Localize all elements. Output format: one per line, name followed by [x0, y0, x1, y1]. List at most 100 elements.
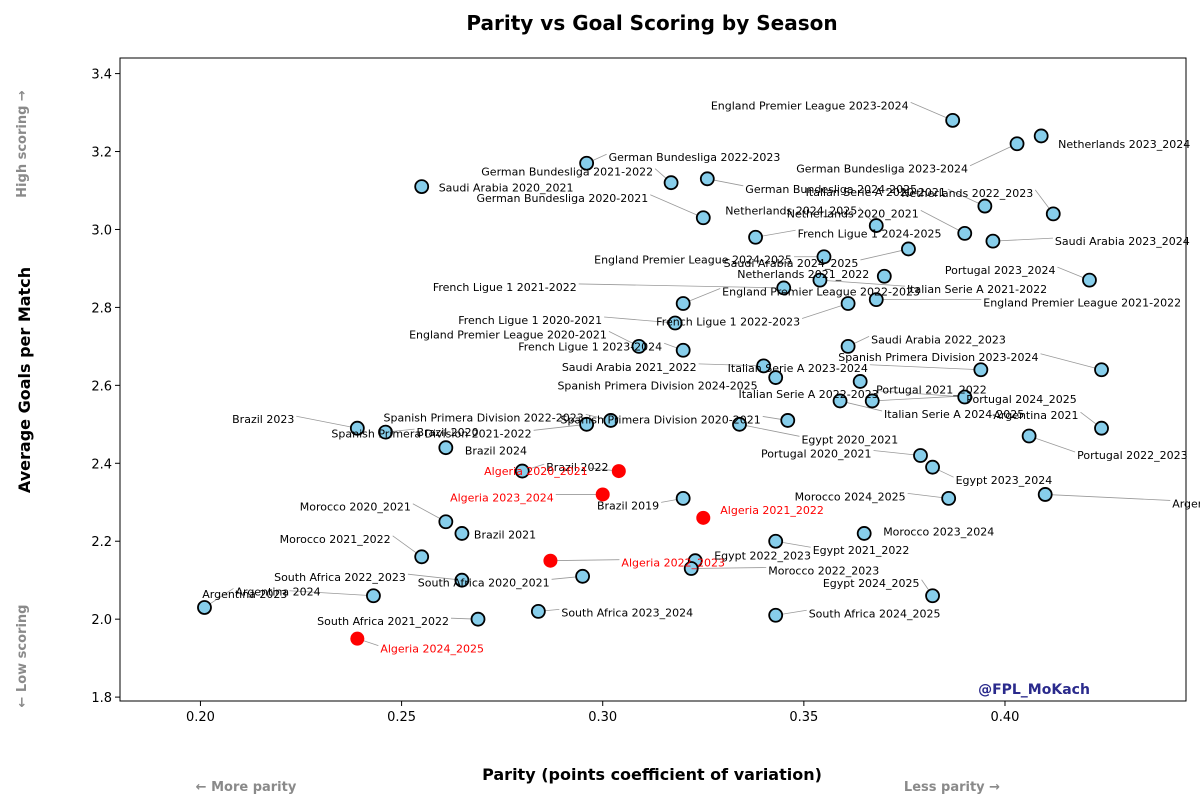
label-argentina-2024: Argentina 2024	[235, 585, 320, 598]
point-german-bundesliga-2021-2022	[663, 175, 679, 191]
x-tick-label: 0.20	[186, 710, 215, 725]
label-saudi-arabia-2024-2025: Saudi Arabia 2024_2025	[724, 257, 859, 270]
label-england-premier-league-2021-2022: England Premier League 2021-2022	[983, 297, 1181, 310]
label-saudi-arabia-2021-2022: Saudi Arabia 2021_2022	[562, 361, 697, 374]
label-german-bundesliga-2020-2021: German Bundesliga 2020-2021	[476, 192, 648, 205]
point-england-premier-league-2022-2023	[675, 296, 691, 311]
y-axis-title: Average Goals per Match	[15, 267, 34, 493]
x-tick-label: 0.25	[387, 710, 416, 725]
label-spanish-primera-division-2022-2023: Spanish Primera Division 2022-2023	[384, 411, 584, 424]
point-portugal-2024-2025	[864, 393, 880, 409]
point-algeria-2023-2024	[595, 487, 610, 502]
point-spanish-primera-division-2021-2022	[579, 416, 595, 432]
high-scoring-hint: High scoring →	[15, 90, 30, 198]
label-england-premier-league-2023-2024: England Premier League 2023-2024	[711, 99, 909, 112]
leader-line	[550, 559, 620, 562]
point-algeria-2021-2022	[696, 510, 711, 525]
leader-line	[578, 283, 784, 289]
point-german-bundesliga-2022-2023	[579, 155, 595, 171]
point-french-ligue-1-2024-2025	[748, 229, 763, 245]
x-tick-label: 0.40	[991, 710, 1020, 725]
label-spanish-primera-division-2024-2025: Spanish Primera Division 2024-2025	[557, 380, 757, 393]
point-french-ligue-1-2023-2024	[675, 342, 691, 358]
leader-line	[872, 395, 965, 402]
point-algeria-2022-2023	[543, 553, 558, 568]
label-french-ligue-1-2024-2025: French Ligue 1 2024-2025	[798, 227, 942, 240]
point-portugal-2023-2024	[1082, 272, 1097, 288]
label-portugal-2023-2024: Portugal 2023_2024	[945, 264, 1056, 277]
leader-line	[1040, 353, 1102, 371]
label-portugal-2020-2021: Portugal 2020_2021	[761, 447, 872, 460]
label-german-bundesliga-2024-2025: German Bundesliga 2024-2025	[745, 183, 917, 196]
point-egypt-2024-2025	[925, 588, 940, 604]
leader-line	[880, 390, 965, 398]
less-parity-hint: Less parity →	[904, 780, 1000, 795]
x-axis: 0.20 0.25 0.30 0.35 0.40	[186, 701, 1019, 725]
point-argentina-2022	[1037, 487, 1053, 502]
label-spanish-primera-division-2020-2021: Spanish Primera Division 2020-2021	[561, 413, 761, 426]
point-morocco-2022-2023	[683, 561, 699, 576]
label-algeria-2021-2022: Algeria 2021_2022	[720, 504, 824, 517]
leader-line	[739, 423, 800, 437]
label-brazil-2022: Brazil 2022	[546, 461, 608, 474]
label-italian-serie-a-2020-2021: Italian Serie A 2020-2021	[806, 186, 946, 199]
point-brazil-2023	[349, 420, 365, 436]
point-netherlands-2021-2022	[876, 268, 892, 284]
point-italian-serie-a-2024-2025	[832, 393, 848, 409]
point-spanish-primera-division-2022-2023	[603, 413, 619, 428]
point-south-africa-2023-2024	[530, 603, 546, 619]
point-england-premier-league-2024-2025	[816, 249, 832, 265]
label-algeria-2023-2024: Algeria 2023_2024	[450, 491, 554, 504]
point-german-bundesliga-2020-2021	[695, 210, 711, 226]
point-saudi-arabia-2024-2025	[901, 241, 916, 257]
point-portugal-2021-2022	[852, 374, 868, 389]
point-french-ligue-1-2021-2022	[776, 280, 792, 296]
point-south-africa-2021-2022	[470, 611, 486, 627]
point-spanish-primera-division-2020-2021	[780, 413, 796, 428]
chart-title: Parity vs Goal Scoring by Season	[466, 11, 837, 35]
label-saudi-arabia-2023-2024: Saudi Arabia 2023_2024	[1055, 235, 1190, 248]
point-england-premier-league-2020-2021	[631, 338, 647, 354]
point-italian-serie-a-2022-2023	[957, 389, 973, 405]
y-tick-label: 1.8	[91, 691, 112, 706]
leader-line	[992, 237, 1053, 242]
label-algeria-2020-2021: Algeria 2020_2021	[484, 465, 588, 478]
leader-line	[819, 279, 905, 287]
y-tick-label: 2.8	[91, 301, 112, 316]
label-netherlands-2024-2025: Netherlands 2024_2025	[725, 205, 857, 218]
point-portugal-2020-2021	[913, 448, 928, 463]
label-italian-serie-a-2023-2024: Italian Serie A 2023-2024	[728, 362, 868, 375]
leader-line	[910, 101, 953, 121]
point-argentina-2021	[1094, 420, 1109, 436]
point-egypt-2020-2021	[732, 416, 747, 432]
point-german-bundesliga-2023-2024	[1009, 136, 1025, 152]
label-spanish-primera-division-2021-2022: Spanish Primera Division 2021-2022	[331, 427, 531, 440]
label-morocco-2023-2024: Morocco 2023_2024	[883, 525, 994, 538]
label-egypt-2021-2022: Egypt 2021_2022	[813, 544, 910, 557]
x-tick-label: 0.30	[588, 710, 617, 725]
leader-line	[1045, 494, 1171, 501]
label-italian-serie-a-2021-2022: Italian Serie A 2021-2022	[907, 283, 1047, 296]
leader-line	[604, 316, 676, 324]
point-algeria-2020-2021	[611, 464, 626, 479]
label-german-bundesliga-2022-2023: German Bundesliga 2022-2023	[609, 151, 781, 164]
point-brazil-2021	[454, 526, 470, 541]
label-algeria-2024-2025: Algeria 2024_2025	[380, 643, 484, 656]
label-netherlands-2020-2021: Netherlands 2020_2021	[787, 207, 919, 220]
label-german-bundesliga-2021-2022: German Bundesliga 2021-2022	[481, 166, 653, 179]
label-egypt-2023-2024: Egypt 2023_2024	[956, 474, 1053, 487]
point-south-africa-2024-2025	[768, 607, 784, 623]
label-italian-serie-a-2022-2023: Italian Serie A 2022-2023	[739, 388, 879, 401]
point-brazil-2022	[514, 463, 530, 479]
label-morocco-2020-2021: Morocco 2020_2021	[300, 501, 411, 514]
point-saudi-arabia-2020-2021	[414, 179, 430, 195]
label-brazil-2021: Brazil 2021	[474, 528, 536, 541]
point-netherlands-2024-2025	[868, 218, 884, 233]
point-netherlands-2023-2024	[1033, 128, 1049, 144]
point-morocco-2024-2025	[941, 490, 957, 506]
leader-line	[969, 143, 1018, 167]
leader-line	[869, 364, 981, 371]
point-italian-serie-a-2021-2022	[812, 272, 828, 288]
label-south-africa-2020-2021: South Africa 2020_2021	[418, 576, 550, 589]
leader-line	[920, 210, 965, 234]
